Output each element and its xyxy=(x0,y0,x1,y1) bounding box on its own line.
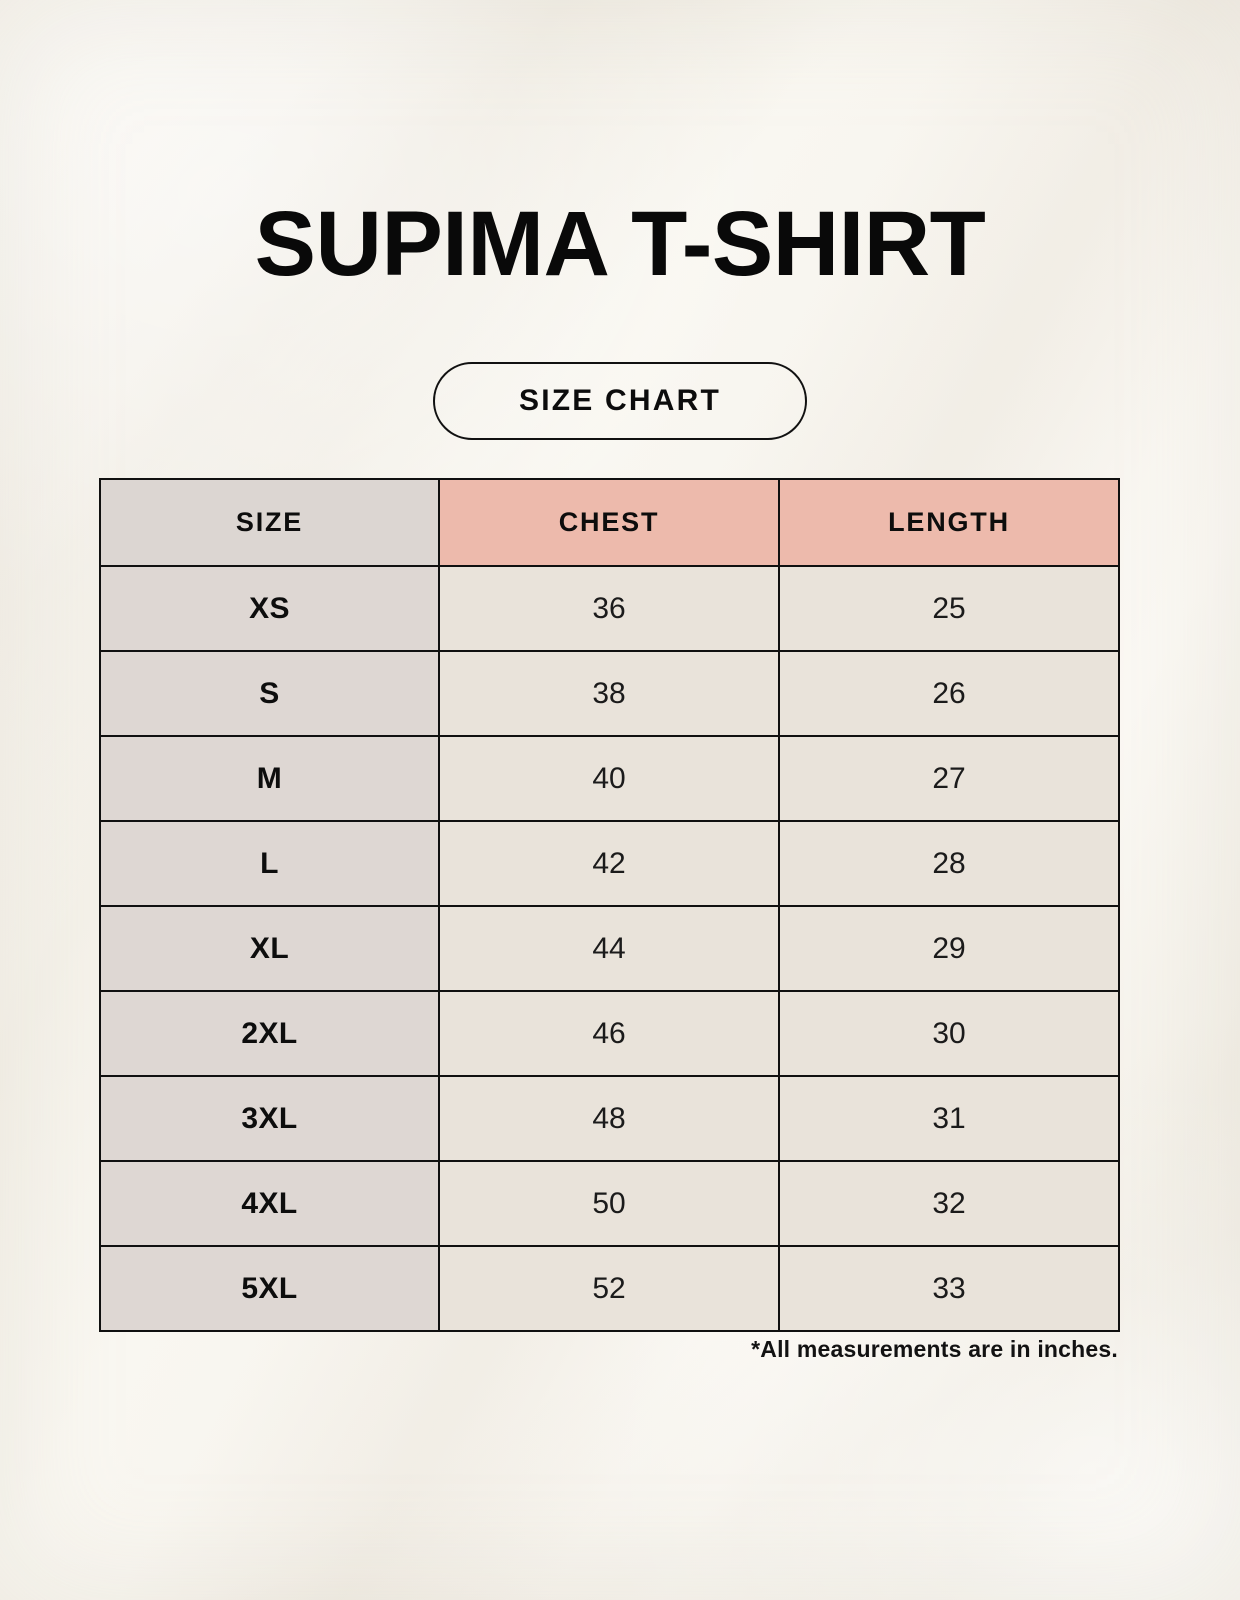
cell-length: 32 xyxy=(778,1160,1120,1247)
cell-size: 4XL xyxy=(99,1160,440,1247)
cell-chest: 38 xyxy=(438,650,780,737)
table-row: 2XL 46 30 xyxy=(99,990,1120,1077)
cell-size: 5XL xyxy=(99,1245,440,1332)
table-body: XS 36 25 S 38 26 M 40 27 L xyxy=(99,565,1120,1332)
cell-chest: 52 xyxy=(438,1245,780,1332)
page-title: SUPIMA T-SHIRT xyxy=(254,193,986,295)
cell-length: 29 xyxy=(778,905,1120,992)
table-row: 3XL 48 31 xyxy=(99,1075,1120,1162)
table-header-row: SIZE CHEST LENGTH xyxy=(99,478,1120,567)
cell-size: 2XL xyxy=(99,990,440,1077)
cell-length: 30 xyxy=(778,990,1120,1077)
size-chart-badge: SIZE CHART xyxy=(433,362,807,440)
table-row: XL 44 29 xyxy=(99,905,1120,992)
cell-length: 26 xyxy=(778,650,1120,737)
table-header: SIZE CHEST LENGTH xyxy=(99,478,1120,567)
cell-length: 33 xyxy=(778,1245,1120,1332)
column-header-length: LENGTH xyxy=(778,478,1120,567)
table-row: 4XL 50 32 xyxy=(99,1160,1120,1247)
table-row: L 42 28 xyxy=(99,820,1120,907)
cell-chest: 50 xyxy=(438,1160,780,1247)
cell-chest: 42 xyxy=(438,820,780,907)
cell-chest: 36 xyxy=(438,565,780,652)
cell-chest: 46 xyxy=(438,990,780,1077)
cell-chest: 40 xyxy=(438,735,780,822)
badge-container: SIZE CHART xyxy=(0,362,1240,440)
cell-length: 27 xyxy=(778,735,1120,822)
cell-size: XL xyxy=(99,905,440,992)
cell-size: 3XL xyxy=(99,1075,440,1162)
table-row: S 38 26 xyxy=(99,650,1120,737)
table-row: XS 36 25 xyxy=(99,565,1120,652)
cell-length: 28 xyxy=(778,820,1120,907)
table-row: 5XL 52 33 xyxy=(99,1245,1120,1332)
cell-chest: 44 xyxy=(438,905,780,992)
column-header-chest: CHEST xyxy=(438,478,780,567)
cell-size: S xyxy=(99,650,440,737)
size-table-container: SIZE CHEST LENGTH XS 36 25 S 38 26 xyxy=(99,478,1120,1332)
cell-length: 31 xyxy=(778,1075,1120,1162)
column-header-size: SIZE xyxy=(99,478,440,567)
cell-length: 25 xyxy=(778,565,1120,652)
size-chart-table: SIZE CHEST LENGTH XS 36 25 S 38 26 xyxy=(99,478,1120,1332)
cell-chest: 48 xyxy=(438,1075,780,1162)
cell-size: L xyxy=(99,820,440,907)
cell-size: XS xyxy=(99,565,440,652)
table-row: M 40 27 xyxy=(99,735,1120,822)
cell-size: M xyxy=(99,735,440,822)
measurements-footnote: *All measurements are in inches. xyxy=(751,1336,1118,1362)
